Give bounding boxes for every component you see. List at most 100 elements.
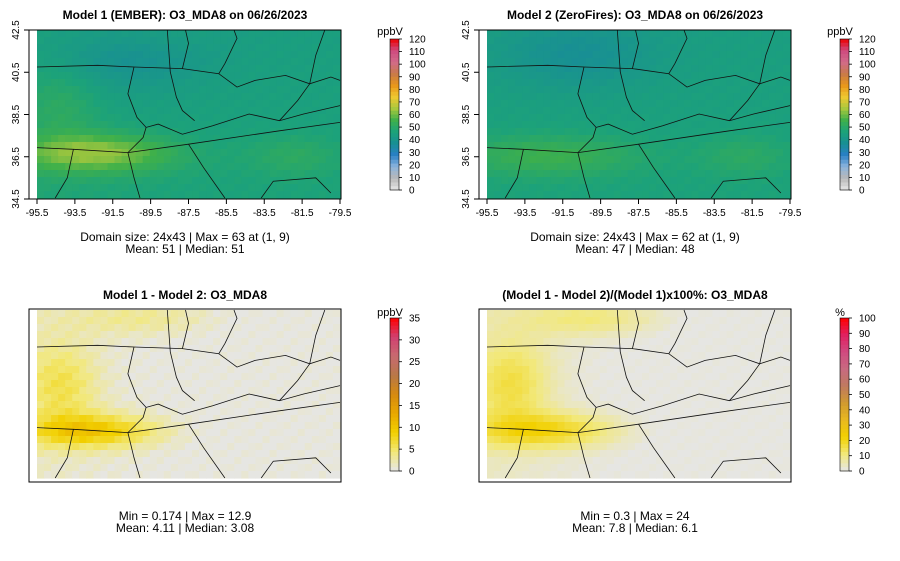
heatmap-cell — [494, 380, 502, 388]
heatmap-cell — [529, 429, 537, 437]
heatmap-cell — [79, 65, 87, 73]
heatmap-cell — [740, 450, 749, 458]
heatmap-cell — [768, 415, 777, 423]
heatmap-cell — [142, 415, 151, 423]
heatmap-cell — [156, 37, 165, 45]
heatmap-cell — [508, 114, 516, 122]
heatmap-cell — [677, 366, 685, 374]
heatmap-cell — [199, 415, 207, 423]
heatmap-cell — [276, 338, 285, 346]
heatmap-cell — [325, 359, 334, 367]
heatmap-cell — [269, 464, 278, 472]
axes: -95.5 -93.5 -91.5 -89.5 -87.5 -85.5 -83.5 -81.5… — [461, 20, 802, 219]
heatmap-cell — [501, 184, 509, 192]
heatmap-cell — [318, 149, 327, 157]
heatmap-cell — [128, 65, 137, 73]
heatmap-cell — [585, 471, 594, 479]
colorbar-tick-label: 0 — [409, 186, 415, 197]
heatmap-cell — [206, 310, 214, 318]
heatmap-cell — [564, 100, 573, 108]
heatmap-cell — [213, 471, 221, 479]
heatmap-cell — [114, 65, 123, 73]
heatmap-cell — [620, 310, 629, 318]
heatmap-cell — [536, 366, 544, 374]
heatmap-cell — [782, 51, 791, 59]
heatmap-cell — [107, 65, 116, 73]
heatmap-cell — [712, 191, 721, 199]
heatmap-cell — [634, 114, 643, 122]
heatmap-cell — [248, 79, 257, 87]
heatmap-cell — [269, 142, 278, 150]
heatmap-cell — [93, 170, 102, 178]
heatmap-cell — [304, 37, 313, 45]
heatmap-cell — [58, 170, 66, 178]
heatmap-cell — [487, 177, 495, 185]
heatmap-cell — [529, 30, 537, 38]
heatmap-cell — [670, 128, 678, 136]
heatmap-cell — [227, 170, 235, 178]
heatmap-cell — [543, 464, 552, 472]
heatmap-cell — [227, 436, 235, 444]
heatmap-cell — [536, 79, 544, 87]
heatmap-cell — [656, 457, 664, 465]
heatmap-cell — [206, 65, 214, 73]
heatmap-cell — [642, 324, 650, 332]
heatmap-cell — [592, 184, 601, 192]
heatmap-cell — [192, 436, 200, 444]
heatmap-cell — [656, 79, 664, 87]
heatmap-cell — [782, 37, 791, 45]
heatmap-cell — [564, 415, 573, 423]
heatmap-cell — [536, 191, 544, 199]
heatmap-cell — [571, 142, 580, 150]
heatmap-cell — [649, 457, 657, 465]
colorbar-swatch — [390, 91, 399, 97]
heatmap-cell — [768, 156, 777, 164]
heatmap-cell — [726, 135, 735, 143]
heatmap-cell — [585, 191, 594, 199]
heatmap-cell — [192, 128, 200, 136]
heatmap-cell — [620, 394, 629, 402]
heatmap-cell — [318, 30, 327, 38]
colorbar-tick-label: 80 — [859, 85, 871, 96]
heatmap-cell — [86, 79, 94, 87]
heatmap-cell — [114, 93, 123, 101]
heatmap-cell — [149, 373, 158, 381]
heatmap-cell — [177, 135, 186, 143]
heatmap-cell — [107, 128, 116, 136]
heatmap-cell — [37, 79, 45, 87]
colorbar-swatch — [840, 329, 849, 334]
heatmap-cell — [107, 177, 116, 185]
heatmap-cell — [241, 58, 249, 66]
heatmap-cell — [515, 401, 523, 409]
heatmap-cell — [649, 359, 657, 367]
heatmap-cell — [592, 44, 601, 52]
heatmap-cell — [599, 156, 608, 164]
heatmap-cell — [733, 324, 742, 332]
heatmap-cell — [536, 352, 544, 360]
heatmap-cell — [304, 457, 313, 465]
heatmap-cell — [620, 352, 629, 360]
heatmap-cell — [515, 44, 523, 52]
colorbar-swatch — [840, 57, 849, 63]
heatmap-cell — [51, 149, 59, 157]
heatmap-cell — [585, 37, 594, 45]
heatmap-cell — [170, 464, 179, 472]
heatmap-cell — [177, 156, 186, 164]
heatmap-cell — [698, 331, 707, 339]
heatmap-cell — [691, 184, 699, 192]
heatmap-cell — [325, 72, 334, 80]
heatmap-cell — [114, 72, 123, 80]
heatmap-cell — [768, 44, 777, 52]
x-tick-label: -91.5 — [551, 208, 574, 219]
heatmap-cell — [719, 170, 728, 178]
heatmap-cell — [606, 100, 615, 108]
heatmap-cell — [248, 401, 257, 409]
heatmap-cell — [501, 352, 509, 360]
colorbar-swatch — [390, 46, 399, 51]
heatmap-cell — [557, 436, 566, 444]
heatmap-cell — [543, 191, 552, 199]
heatmap-cell — [311, 373, 320, 381]
heatmap-cell — [768, 37, 777, 45]
heatmap-cell — [768, 338, 777, 346]
heatmap-cell — [177, 51, 186, 59]
